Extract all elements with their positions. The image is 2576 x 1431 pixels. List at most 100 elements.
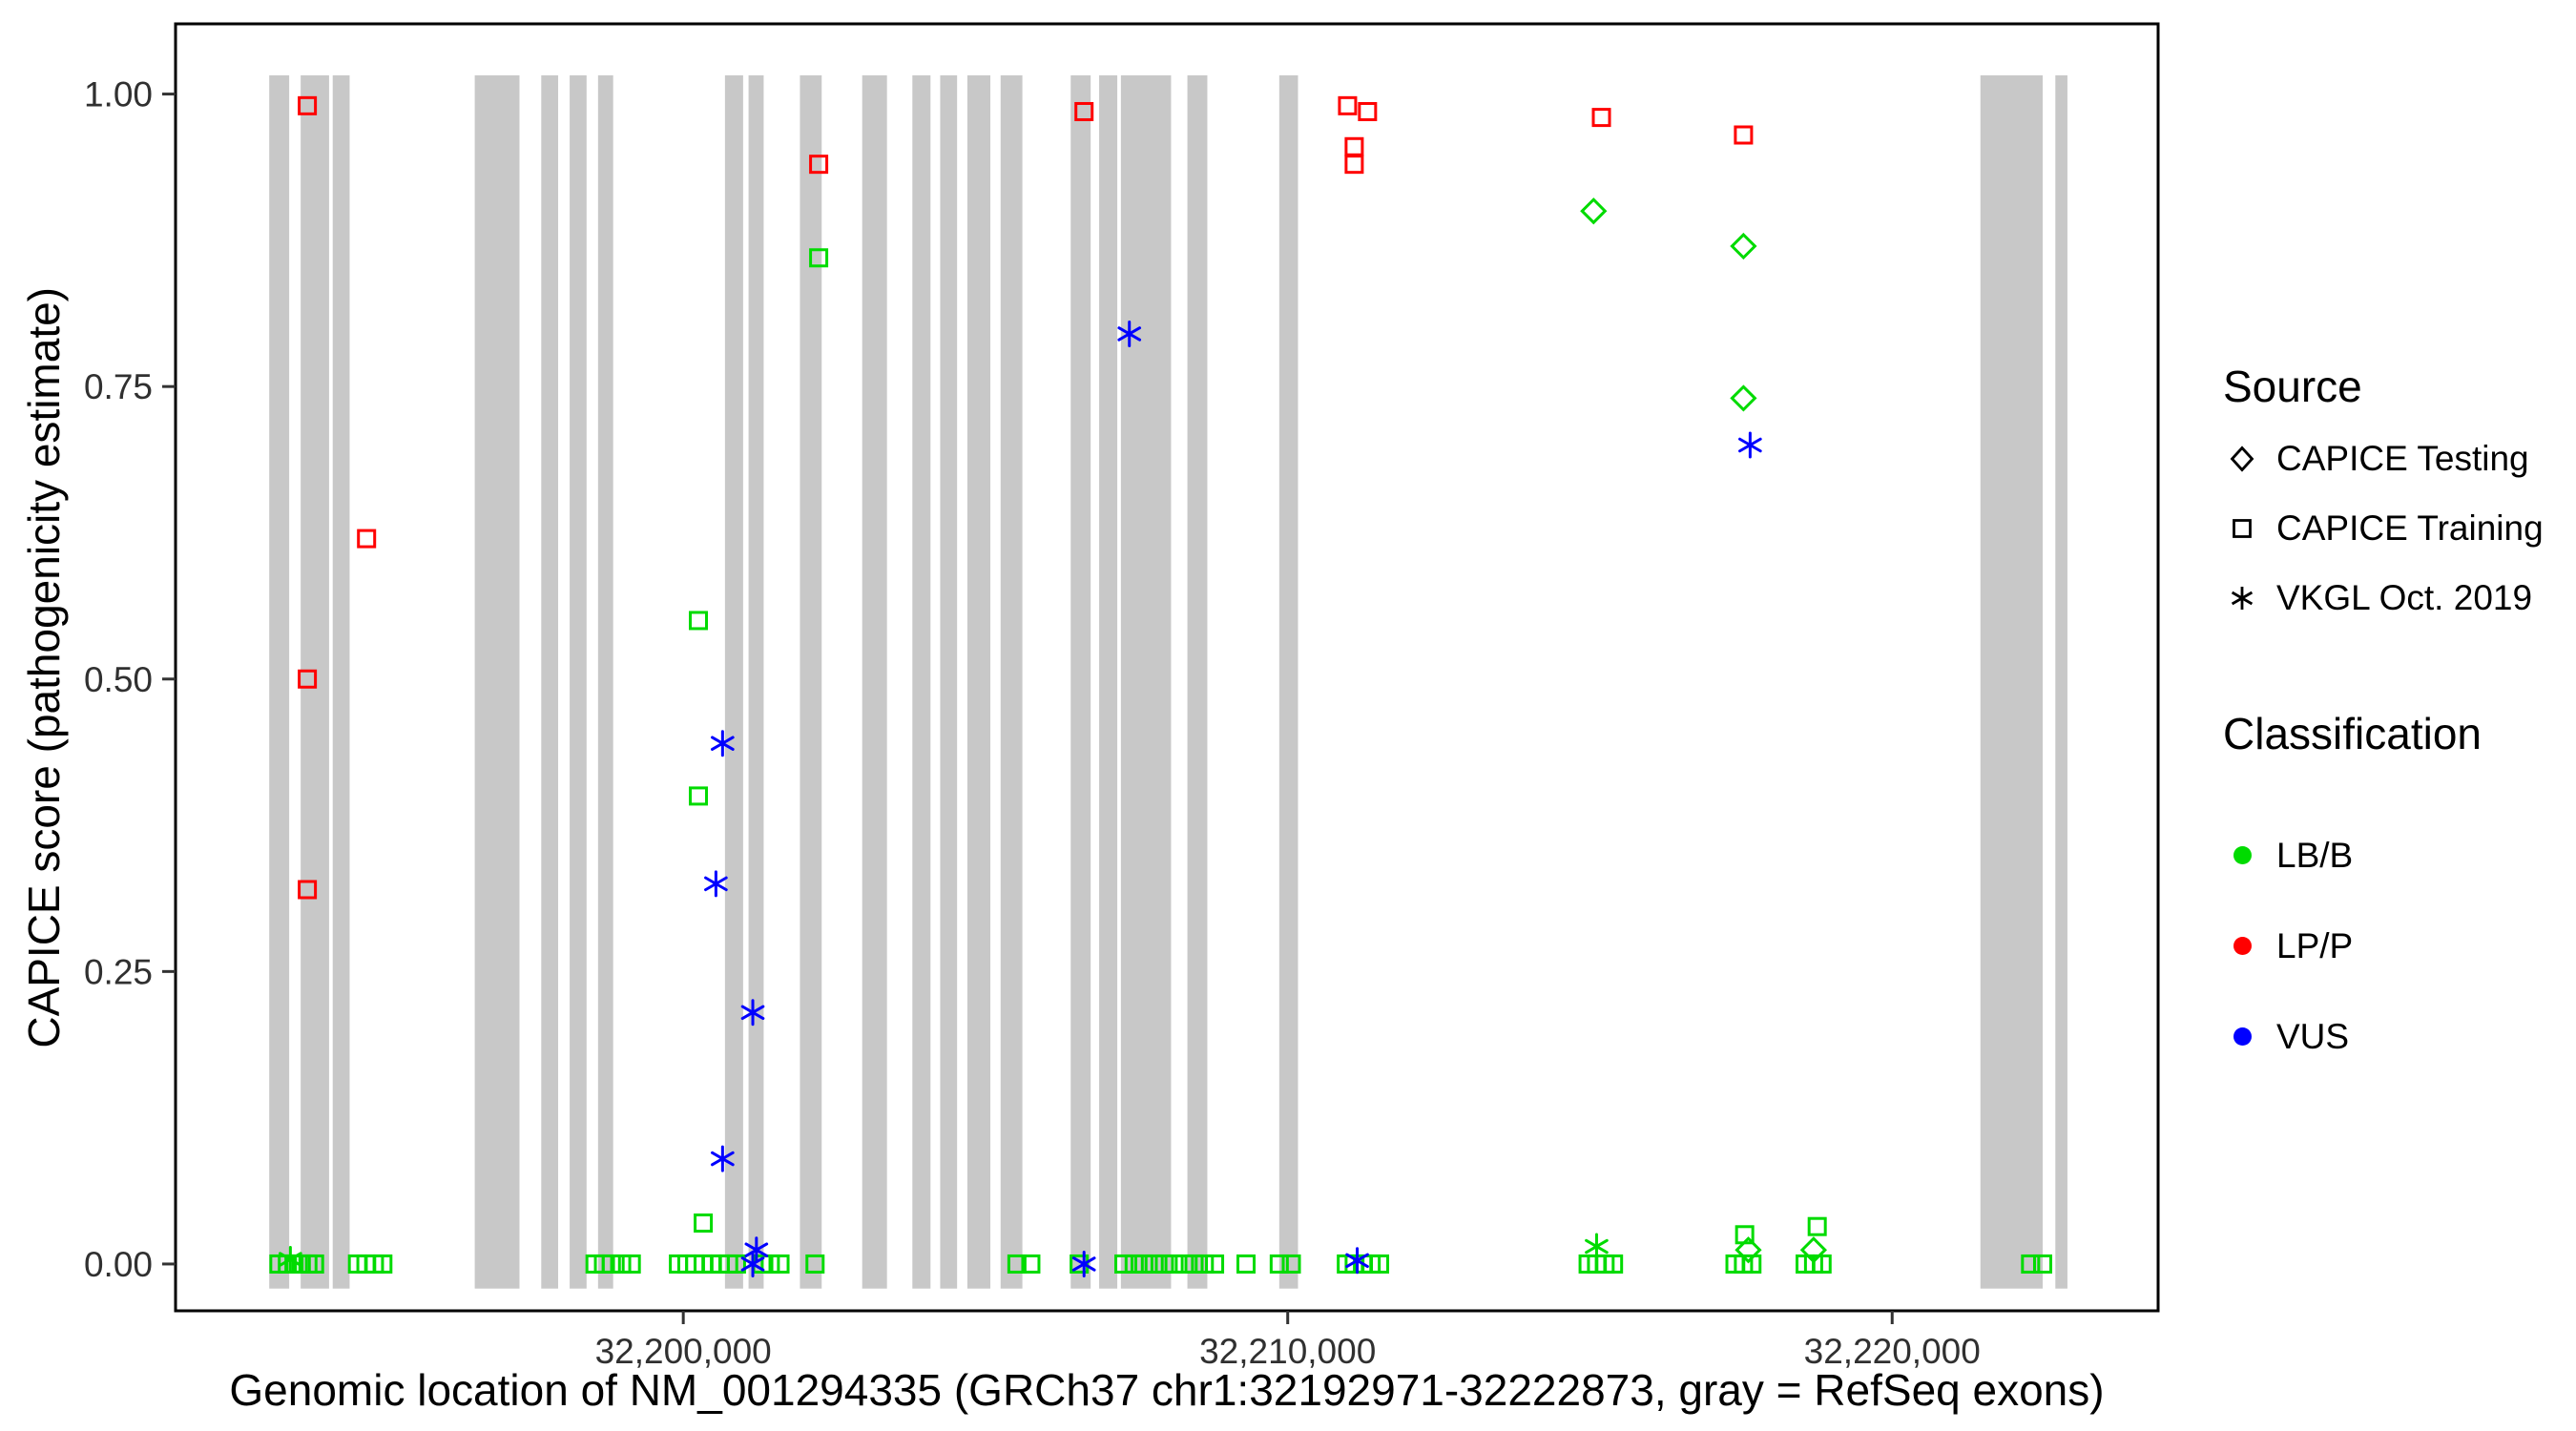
data-point-square [1007, 1254, 1027, 1274]
exon-bar [474, 74, 520, 1289]
data-point-square [1812, 1254, 1832, 1274]
data-point-square [357, 529, 377, 549]
data-point-square [1154, 1254, 1174, 1274]
data-point-square [1124, 1254, 1144, 1274]
legend-item-lpp: LP/P [2223, 901, 2482, 991]
data-point-square [1735, 1225, 1755, 1245]
y-axis-title: CAPICE score (pathogenicity estimate) [15, 24, 73, 1311]
data-point-square [1070, 1254, 1090, 1274]
legend-item-label: LB/B [2276, 835, 2354, 875]
legend-item-vkgl: VKGL Oct. 2019 [2223, 563, 2544, 633]
exon-bar [800, 74, 822, 1289]
data-point-square [760, 1254, 780, 1274]
y-tick-label: 0.50 [84, 660, 153, 699]
data-point-square [1174, 1254, 1195, 1274]
plot-panel-border [174, 22, 2160, 1313]
data-point-square [1184, 1254, 1204, 1274]
data-point-square [809, 155, 829, 175]
data-point-square [298, 880, 318, 900]
data-point-square [1133, 1254, 1153, 1274]
y-tick-label: 0.00 [84, 1245, 153, 1284]
exon-bar [1980, 74, 2043, 1289]
data-point-square [1281, 1254, 1301, 1274]
data-point-asterisk [1345, 1247, 1369, 1275]
data-point-asterisk [744, 1236, 769, 1264]
data-point-square [1370, 1254, 1390, 1274]
data-point-square [1144, 1254, 1164, 1274]
data-point-square [805, 1254, 825, 1274]
lpp-dot-icon [2223, 927, 2261, 965]
data-point-asterisk [1071, 1250, 1096, 1277]
data-point-diamond [1730, 232, 1757, 260]
legend-item-capice-testing: CAPICE Testing [2223, 424, 2544, 493]
data-point-asterisk [1585, 1233, 1609, 1260]
data-point-square [1807, 1216, 1827, 1236]
exon-bar [1000, 74, 1023, 1289]
data-point-asterisk [1738, 431, 1762, 459]
diamond-icon [2223, 440, 2261, 478]
legend-item-capice-training: CAPICE Training [2223, 493, 2544, 563]
data-point-square [689, 786, 709, 806]
data-point-asterisk [279, 1246, 302, 1274]
data-point-square [298, 669, 318, 689]
data-point-diamond [1735, 1236, 1762, 1264]
asterisk-icon [2223, 579, 2261, 617]
data-point-square [1734, 125, 1754, 145]
data-point-square [1164, 1254, 1184, 1274]
legend-source: Source CAPICE Testing CAPICE Training VK… [2223, 361, 2544, 633]
exon-bar [332, 74, 350, 1289]
data-point-square [1591, 108, 1611, 128]
exon-bar [570, 74, 587, 1289]
data-point-square [1195, 1254, 1215, 1274]
exon-bar [541, 74, 559, 1289]
exon-bar [1278, 74, 1298, 1289]
square-icon [2223, 509, 2261, 548]
legend-classification-title: Classification [2223, 709, 2482, 758]
data-point-square [373, 1254, 393, 1274]
data-point-diamond [1580, 197, 1608, 225]
data-point-square [1338, 95, 1358, 115]
y-axis-title-text: CAPICE score (pathogenicity estimate) [19, 286, 69, 1048]
exon-bar [966, 74, 991, 1289]
legend-item-label: CAPICE Testing [2276, 438, 2529, 478]
exon-bar [748, 74, 764, 1289]
exon-bar [1120, 74, 1172, 1289]
legend-item-vus: VUS [2223, 991, 2482, 1082]
data-point-square [1742, 1254, 1762, 1274]
exon-bar [862, 74, 887, 1289]
data-point-square [1236, 1254, 1256, 1274]
data-point-square [298, 95, 318, 115]
data-point-square [726, 1254, 746, 1274]
exon-bar [1099, 74, 1118, 1289]
data-point-diamond [1730, 384, 1757, 412]
data-point-square [1344, 155, 1364, 175]
data-point-square [1114, 1254, 1134, 1274]
data-point-square [1358, 101, 1378, 121]
exon-bar [1187, 74, 1208, 1289]
legend-source-title: Source [2223, 362, 2362, 411]
vus-dot-icon [2223, 1018, 2261, 1056]
legend-item-label: LP/P [2276, 925, 2354, 965]
data-point-square [304, 1254, 324, 1274]
x-axis-title: Genomic location of NM_001294335 (GRCh37… [229, 1365, 2105, 1415]
data-point-square [809, 248, 829, 268]
data-point-square [2032, 1254, 2052, 1274]
y-tick-label: 0.75 [84, 367, 153, 406]
data-point-square [1074, 101, 1094, 121]
data-point-square [770, 1254, 790, 1274]
data-point-square [621, 1254, 641, 1274]
data-point-square [1269, 1254, 1289, 1274]
legend-item-lbb: LB/B [2223, 810, 2482, 901]
data-point-square [1021, 1254, 1041, 1274]
y-tick-label: 0.25 [84, 952, 153, 991]
data-point-square [689, 611, 709, 631]
data-point-asterisk [1117, 320, 1142, 347]
data-point-square [1205, 1254, 1225, 1274]
exon-bar [940, 74, 958, 1289]
exon-bar [1070, 74, 1091, 1289]
data-point-square [601, 1254, 621, 1274]
legend-item-label: VUS [2276, 1016, 2350, 1056]
legend-item-label: CAPICE Training [2276, 508, 2544, 548]
x-tick-label: 32,200,000 [595, 1332, 772, 1371]
x-tick-label: 32,220,000 [1804, 1332, 1981, 1371]
